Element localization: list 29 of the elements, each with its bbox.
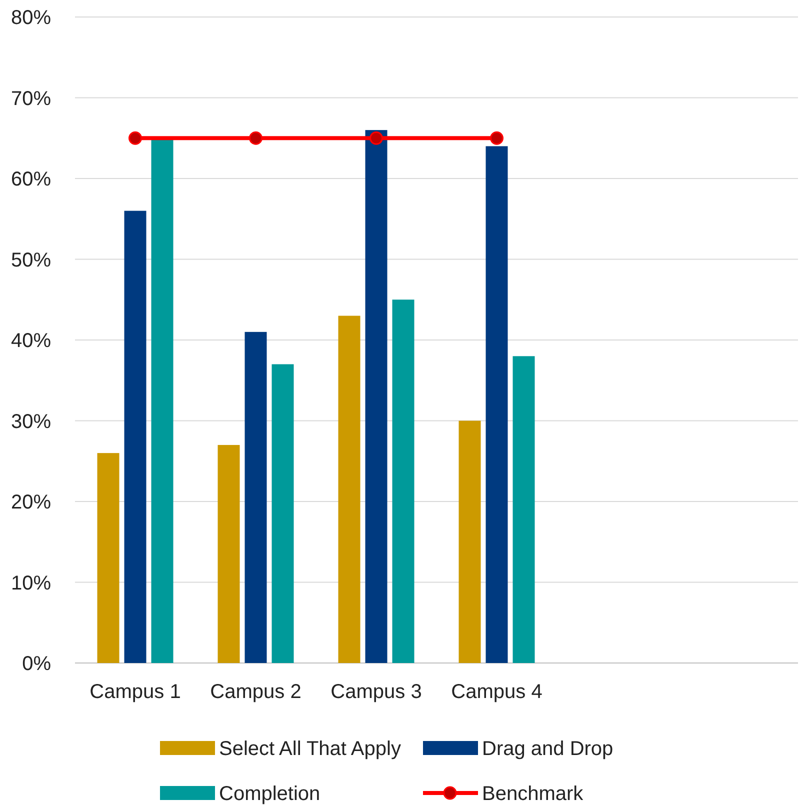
x-tick-label: Campus 3	[330, 681, 422, 703]
bar	[97, 453, 120, 663]
x-tick-label: Campus 1	[90, 681, 181, 703]
bar	[151, 138, 174, 663]
y-tick-label: 20%	[10, 492, 52, 514]
bar	[218, 444, 240, 663]
bar	[244, 332, 267, 663]
bar	[365, 130, 388, 663]
bar	[272, 364, 294, 663]
y-tick-label: 70%	[10, 88, 52, 110]
bar	[458, 420, 481, 663]
y-tick-label: 10%	[10, 572, 52, 594]
x-tick-label: Campus 2	[210, 681, 302, 703]
bar	[512, 356, 535, 663]
y-tick-label: 30%	[10, 410, 52, 433]
y-tick-label: 0%	[22, 653, 52, 675]
bar	[392, 300, 414, 663]
legend-label: Drag and Drop	[482, 738, 614, 760]
y-tick-label: 40%	[10, 330, 52, 352]
bar	[486, 146, 508, 663]
bar	[124, 210, 146, 663]
bar	[338, 316, 360, 663]
legend-label: Completion	[219, 783, 320, 805]
y-tick-label: 60%	[10, 168, 52, 190]
x-tick-label: Campus 4	[451, 681, 542, 703]
legend-label: Select All That Apply	[219, 738, 401, 760]
legend-label: Benchmark	[482, 783, 584, 805]
y-tick-label: 80%	[10, 7, 52, 29]
y-tick-label: 50%	[10, 249, 52, 272]
